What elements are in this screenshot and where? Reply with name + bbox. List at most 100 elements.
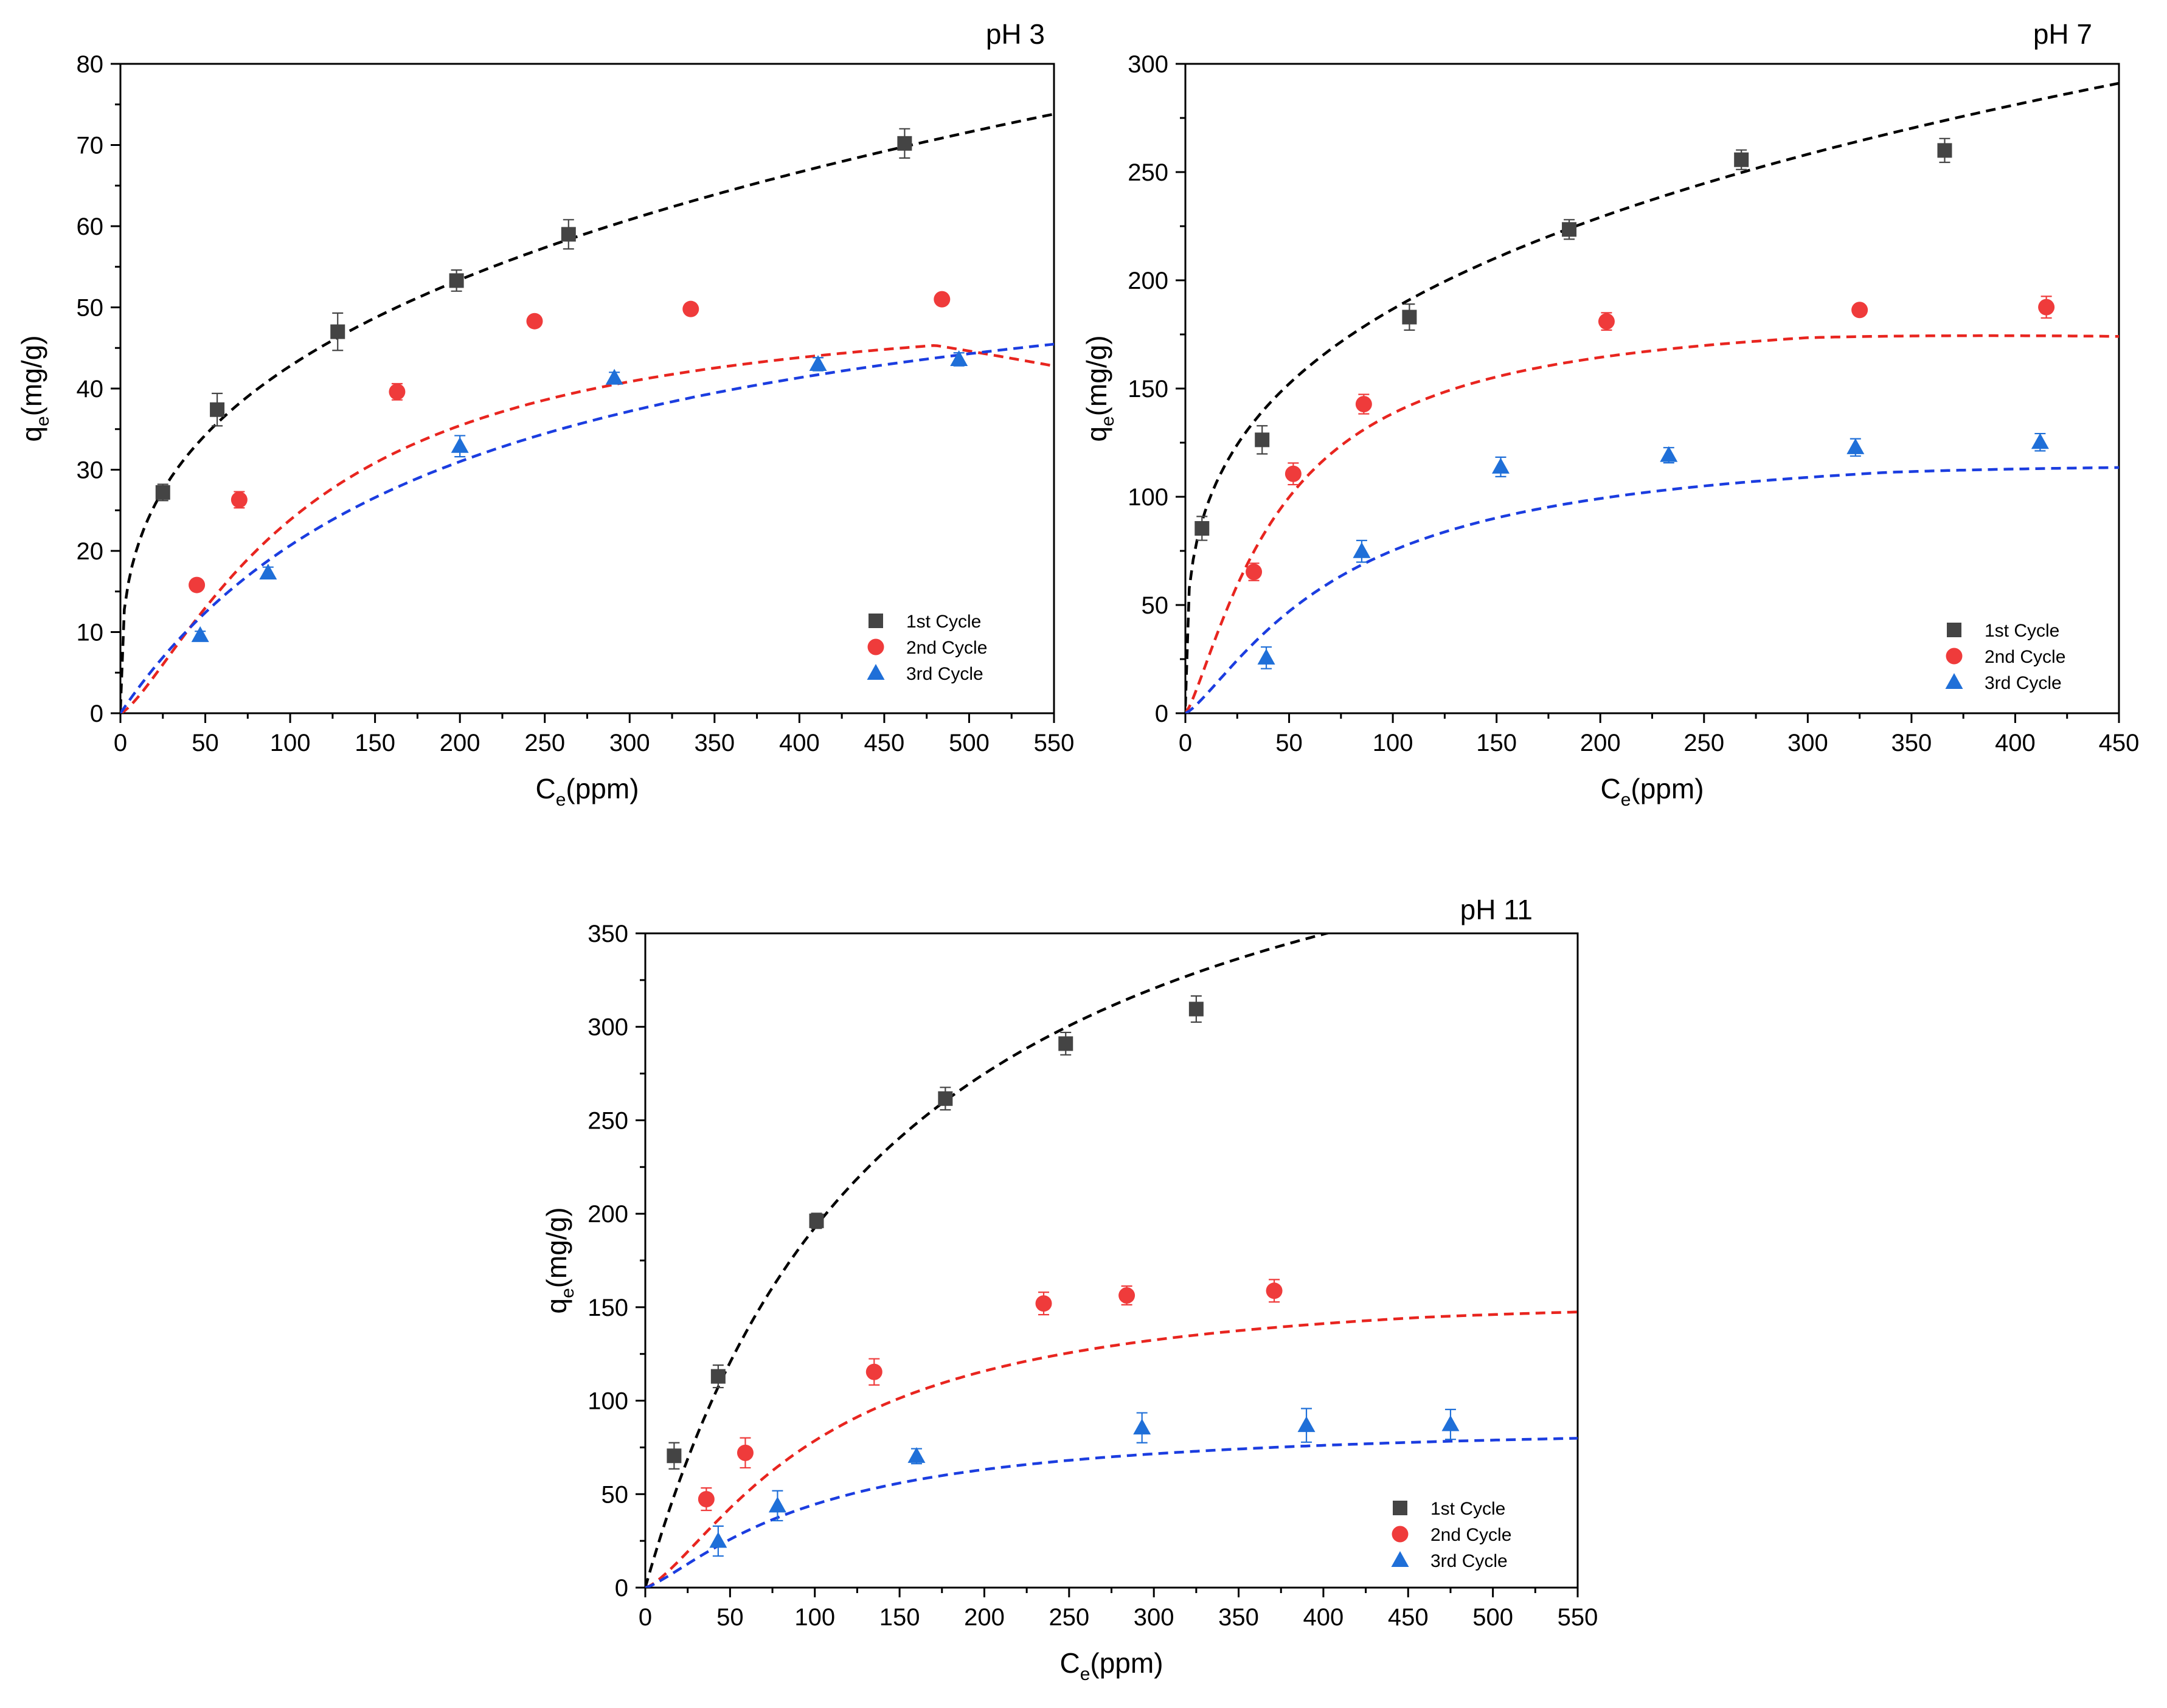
x-tick-label: 400 (779, 730, 820, 756)
data-point (1491, 457, 1510, 474)
y-tick-label: 0 (1155, 700, 1168, 727)
legend-marker (1393, 1501, 1407, 1515)
x-axis-label-sub: e (1621, 790, 1631, 810)
x-tick-label: 150 (879, 1604, 920, 1631)
data-point (1118, 1287, 1136, 1304)
y-tick-label: 60 (77, 213, 104, 240)
data-point (1562, 222, 1577, 237)
data-point (1266, 1282, 1283, 1299)
y-tick-label: 200 (588, 1201, 628, 1228)
data-point (191, 626, 209, 642)
data-point (1734, 152, 1749, 167)
data-point (667, 1448, 682, 1464)
x-tick-label: 0 (1179, 730, 1192, 756)
data-point (1257, 648, 1275, 665)
data-point (1035, 1295, 1052, 1312)
x-tick-label: 200 (1580, 730, 1621, 756)
x-tick-label: 0 (114, 730, 127, 756)
x-tick-label: 50 (1275, 730, 1303, 756)
panel-title: pH 7 (2033, 18, 2092, 50)
y-tick-label: 70 (77, 133, 104, 159)
y-axis-label-main: q (541, 1298, 572, 1314)
x-tick-label: 500 (949, 730, 990, 756)
y-tick-label: 50 (77, 295, 104, 322)
plot-frame (1184, 63, 2120, 714)
x-axis-label-main: C (1059, 1647, 1080, 1679)
x-tick-label: 400 (1303, 1604, 1344, 1631)
y-tick-label: 0 (90, 700, 103, 727)
fit-curve (645, 933, 1333, 1588)
y-tick-label: 20 (77, 538, 104, 565)
y-axis-label-unit: (mg/g) (541, 1207, 572, 1288)
x-tick-label: 150 (1476, 730, 1517, 756)
x-axis-label-unit: (ppm) (1631, 773, 1704, 804)
fit-curve (120, 342, 1054, 713)
series-1 (1185, 81, 2119, 707)
x-tick-label: 100 (270, 730, 311, 756)
x-tick-label: 250 (1049, 1604, 1089, 1631)
x-tick-label: 350 (1891, 730, 1932, 756)
x-axis-label-sub: e (1080, 1664, 1090, 1684)
fit-curve (645, 1310, 1578, 1588)
data-point (698, 1491, 715, 1508)
data-point (865, 1363, 882, 1380)
data-point (1353, 542, 1371, 558)
data-point (1285, 465, 1302, 482)
data-point (1297, 1416, 1316, 1433)
legend-marker (1392, 1526, 1409, 1543)
data-point (938, 1091, 953, 1106)
x-tick-label: 300 (1787, 730, 1828, 756)
y-tick-label: 300 (588, 1014, 628, 1041)
legend-label: 3rd Cycle (1430, 1551, 1508, 1571)
chart-panel-2: 0 50 100 150 200 250 300 350 400 450 0 50 100 150 200 2… (1081, 18, 2139, 810)
data-point (210, 402, 225, 417)
data-point (1851, 302, 1868, 319)
data-point (1255, 432, 1270, 448)
data-point (1598, 313, 1615, 330)
x-axis-label: Ce(ppm) (1059, 1647, 1163, 1684)
data-point (710, 1369, 726, 1384)
data-point (389, 383, 406, 400)
plot-frame (644, 932, 1579, 1589)
x-axis-label-main: C (535, 773, 555, 804)
legend-label: 2nd Cycle (1985, 647, 2065, 667)
data-point (561, 227, 576, 242)
x-tick-label: 500 (1472, 1604, 1513, 1631)
y-tick-label: 50 (602, 1481, 629, 1508)
y-tick-label: 10 (77, 620, 104, 646)
data-point (709, 1532, 727, 1548)
data-point (1133, 1419, 1151, 1435)
y-axis-label-sub: e (33, 416, 53, 426)
x-tick-label: 50 (192, 730, 219, 756)
fit-curve (1185, 466, 2119, 713)
x-tick-label: 450 (1388, 1604, 1429, 1631)
data-point (907, 1447, 926, 1463)
legend-marker (867, 664, 885, 680)
data-point (809, 354, 827, 371)
data-point (950, 350, 968, 366)
series-3 (120, 342, 1054, 713)
x-tick-label: 50 (716, 1604, 744, 1631)
x-tick-label: 550 (1034, 730, 1075, 756)
data-point (1355, 396, 1372, 413)
y-tick-label: 30 (77, 457, 104, 484)
legend-label: 3rd Cycle (1985, 673, 2062, 693)
x-tick-label: 300 (1134, 1604, 1174, 1631)
y-tick-label: 300 (1128, 51, 1168, 78)
data-point (682, 300, 699, 317)
x-tick-label: 350 (1218, 1604, 1259, 1631)
y-tick-label: 150 (588, 1295, 628, 1321)
x-tick-label: 200 (964, 1604, 1005, 1631)
x-tick-label: 300 (609, 730, 650, 756)
data-point (1058, 1036, 1073, 1051)
y-axis-label-main: q (16, 426, 47, 442)
x-axis-label-unit: (ppm) (566, 773, 639, 804)
data-point (1402, 309, 1417, 325)
data-point (1441, 1415, 1460, 1431)
y-tick-label: 0 (615, 1575, 628, 1602)
x-axis-label-sub: e (556, 790, 566, 810)
data-point (605, 368, 623, 385)
y-axis-label-unit: (mg/g) (16, 335, 47, 416)
series-3 (645, 1408, 1578, 1588)
